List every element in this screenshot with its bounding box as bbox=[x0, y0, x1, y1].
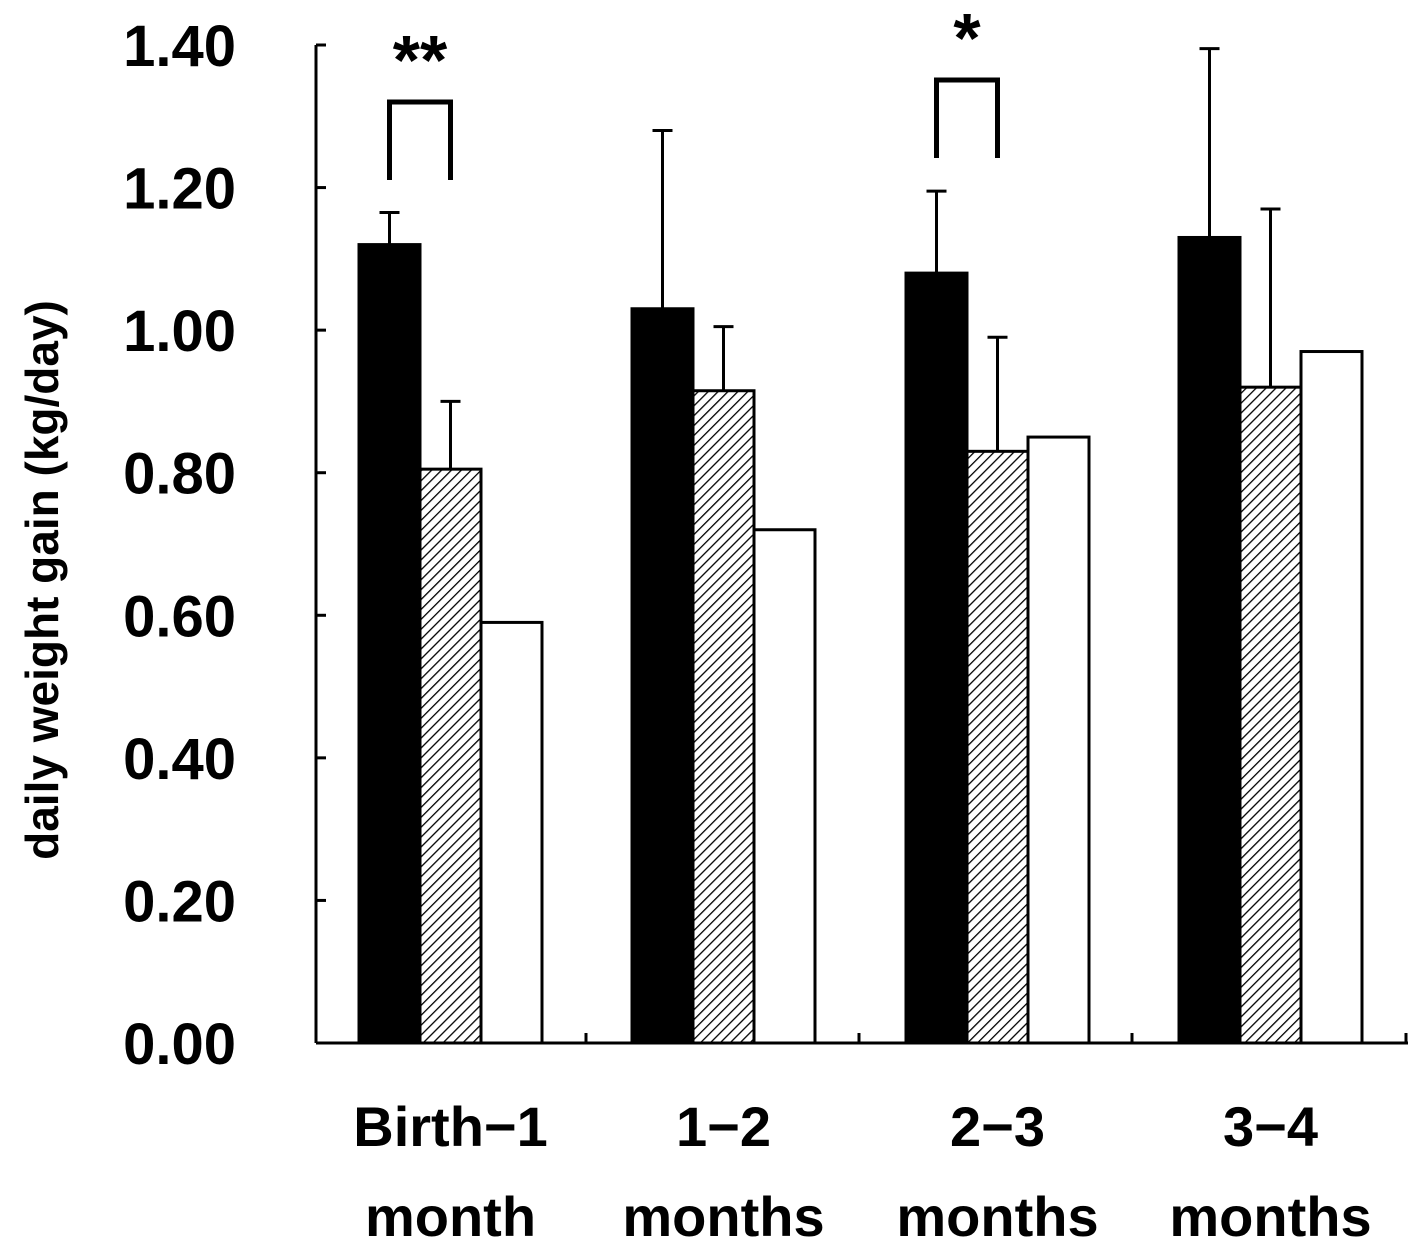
significance-label: * bbox=[953, 0, 981, 77]
bar-hatched-2 bbox=[965, 449, 1030, 1045]
x-category-label: 2−3 bbox=[950, 1095, 1045, 1158]
bar-black-3 bbox=[1177, 235, 1242, 1045]
bar-white-3 bbox=[1299, 350, 1364, 1045]
y-tick-label: 1.00 bbox=[123, 299, 236, 364]
y-axis-label: daily weight gain (kg/day) bbox=[16, 300, 68, 860]
y-tick-label: 0.40 bbox=[123, 727, 236, 792]
y-tick-label: 1.20 bbox=[123, 157, 236, 222]
y-tick-label: 0.80 bbox=[123, 442, 236, 507]
bar-black-2 bbox=[904, 271, 969, 1045]
bar-hatched-3 bbox=[1238, 385, 1303, 1045]
bar-black-0 bbox=[357, 243, 422, 1045]
x-category-label: 1−2 bbox=[676, 1095, 771, 1158]
y-tick-label: 0.20 bbox=[123, 869, 236, 934]
x-category-sublabel: months bbox=[1169, 1185, 1371, 1240]
y-tick-label: 1.40 bbox=[123, 14, 236, 79]
significance-label: ** bbox=[393, 21, 448, 99]
bar-black-1 bbox=[630, 307, 695, 1045]
x-category-label: Birth−1 bbox=[353, 1095, 548, 1158]
significance-bracket bbox=[387, 99, 453, 180]
y-tick-label: 0.00 bbox=[123, 1012, 236, 1077]
bar-white-0 bbox=[479, 620, 544, 1045]
x-category-label: 3−4 bbox=[1223, 1095, 1318, 1158]
bar-hatched-1 bbox=[691, 389, 756, 1045]
bar-white-2 bbox=[1026, 435, 1091, 1045]
x-category-sublabel: months bbox=[622, 1185, 824, 1240]
significance-bracket bbox=[934, 77, 1000, 158]
x-category-sublabel: months bbox=[896, 1185, 1098, 1240]
y-tick-label: 0.60 bbox=[123, 584, 236, 649]
bar-white-1 bbox=[752, 528, 817, 1045]
x-category-sublabel: month bbox=[365, 1185, 536, 1240]
bar-hatched-0 bbox=[418, 467, 483, 1045]
